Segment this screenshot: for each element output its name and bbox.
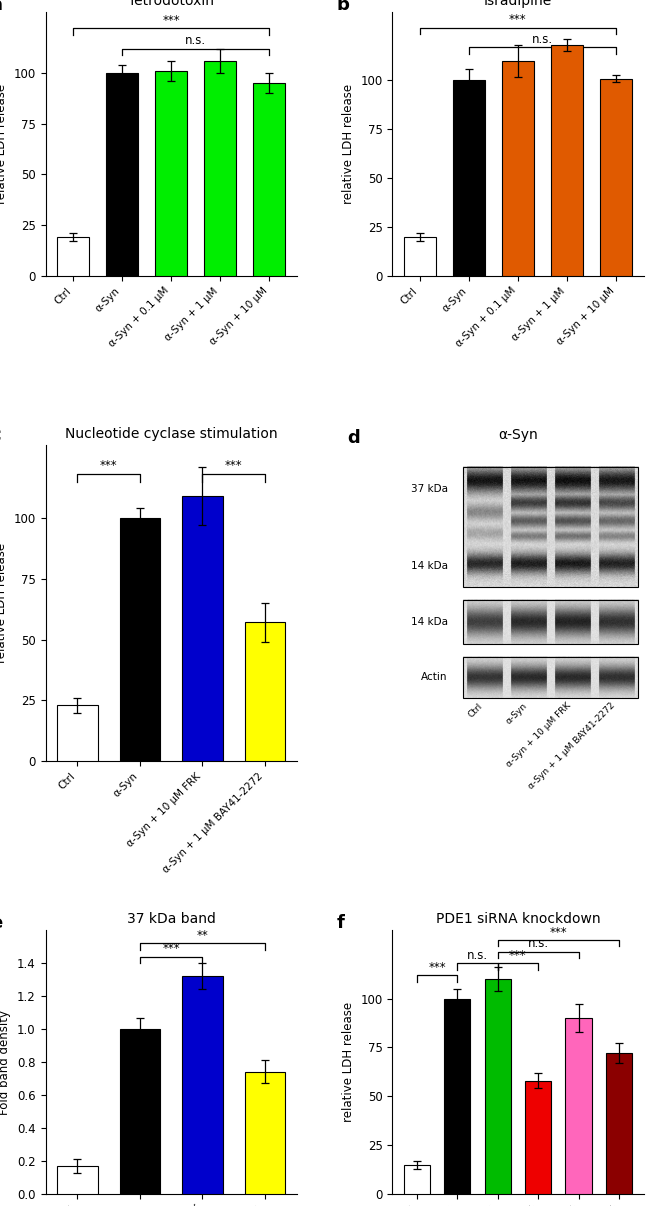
Text: α-Syn: α-Syn (498, 428, 538, 441)
Text: n.s.: n.s. (532, 33, 553, 46)
Bar (155, 71, 187, 276)
Text: α-Syn + 1 μM BAY41-2272: α-Syn + 1 μM BAY41-2272 (526, 701, 616, 791)
Text: ***: *** (428, 961, 446, 973)
Bar (106, 72, 138, 276)
Bar (444, 999, 471, 1194)
Text: 37 kDa: 37 kDa (411, 484, 447, 493)
Text: d: d (347, 429, 359, 447)
Bar (244, 1072, 285, 1194)
Bar (551, 46, 583, 276)
Bar (606, 1053, 632, 1194)
Bar (182, 977, 223, 1194)
Text: Actin: Actin (421, 673, 447, 683)
Bar (453, 81, 485, 276)
Text: f: f (337, 914, 345, 932)
Title: Nucleotide cyclase stimulation: Nucleotide cyclase stimulation (65, 427, 278, 440)
Bar (182, 496, 223, 761)
Text: ***: *** (225, 459, 242, 473)
Text: 14 kDa: 14 kDa (411, 617, 447, 627)
Bar (404, 1165, 430, 1194)
Text: **: ** (196, 929, 208, 942)
Bar (57, 238, 89, 276)
Y-axis label: relative LDH release: relative LDH release (342, 84, 355, 204)
Title: Isradipine: Isradipine (484, 0, 552, 8)
Bar (244, 622, 285, 761)
Bar (404, 236, 436, 276)
Text: ***: *** (99, 459, 118, 473)
Y-axis label: Fold band density: Fold band density (0, 1009, 12, 1114)
Text: ***: *** (509, 13, 527, 27)
Bar (254, 83, 285, 276)
Bar (120, 517, 160, 761)
Text: c: c (0, 426, 1, 444)
Bar (57, 1166, 98, 1194)
Text: 14 kDa: 14 kDa (411, 561, 447, 570)
Text: b: b (337, 0, 350, 14)
Bar (525, 1081, 551, 1194)
Y-axis label: relative LDH release: relative LDH release (342, 1002, 355, 1122)
Y-axis label: relative LDH release: relative LDH release (0, 84, 8, 204)
Text: ***: *** (162, 14, 180, 27)
Bar (484, 979, 511, 1194)
Text: n.s.: n.s. (467, 949, 488, 962)
Bar (57, 706, 98, 761)
Title: Tetrodotoxin: Tetrodotoxin (128, 0, 214, 8)
Bar (120, 1029, 160, 1194)
Bar (566, 1018, 592, 1194)
Text: Ctrl: Ctrl (467, 701, 485, 719)
Text: α-Syn + 10 μM FRK: α-Syn + 10 μM FRK (504, 701, 573, 769)
Text: α-Syn: α-Syn (504, 701, 528, 726)
Title: 37 kDa band: 37 kDa band (127, 912, 216, 926)
Title: PDE1 siRNA knockdown: PDE1 siRNA knockdown (436, 912, 600, 926)
Bar (204, 60, 236, 276)
Text: n.s.: n.s. (528, 937, 549, 950)
Y-axis label: relative LDH release: relative LDH release (0, 543, 8, 663)
Text: ***: *** (549, 925, 567, 938)
Bar (502, 62, 534, 276)
Bar (600, 78, 632, 276)
Text: e: e (0, 914, 3, 932)
Text: n.s.: n.s. (185, 34, 206, 47)
Text: a: a (0, 0, 2, 14)
Text: ***: *** (509, 949, 527, 962)
Text: ***: *** (162, 942, 180, 955)
